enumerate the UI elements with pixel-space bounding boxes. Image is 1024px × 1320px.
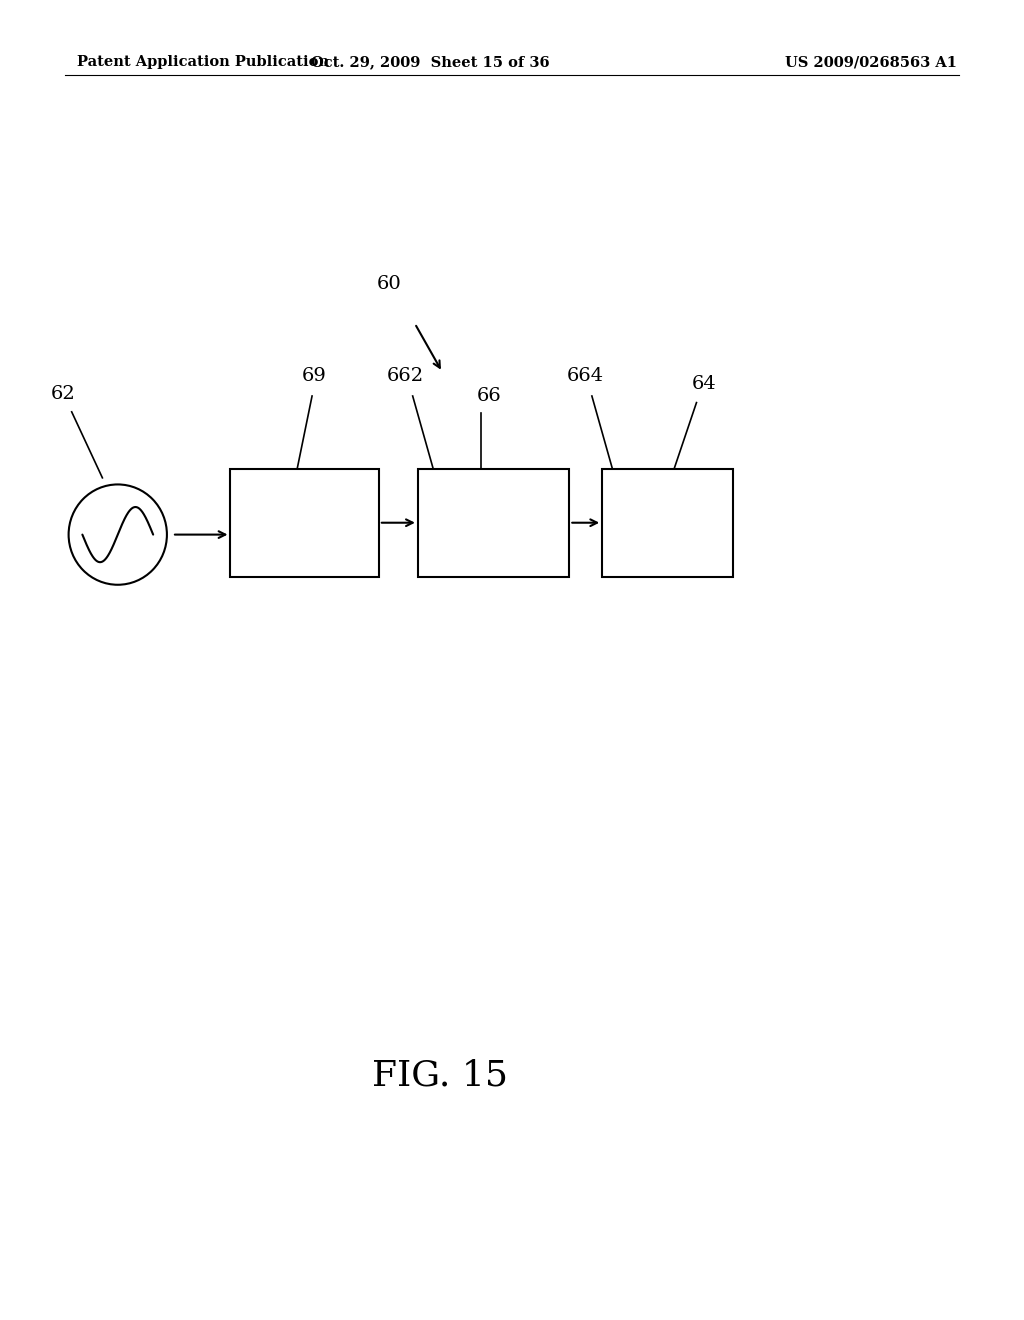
Text: 664: 664 xyxy=(566,367,603,385)
Text: 66: 66 xyxy=(476,387,501,405)
Bar xyxy=(602,469,733,577)
Text: US 2009/0268563 A1: US 2009/0268563 A1 xyxy=(785,55,957,70)
Text: Patent Application Publication: Patent Application Publication xyxy=(77,55,329,70)
Text: Oct. 29, 2009  Sheet 15 of 36: Oct. 29, 2009 Sheet 15 of 36 xyxy=(310,55,550,70)
Bar xyxy=(418,469,569,577)
Text: FIG. 15: FIG. 15 xyxy=(373,1059,508,1093)
Text: 69: 69 xyxy=(302,367,327,385)
Text: 662: 662 xyxy=(387,367,424,385)
Text: 64: 64 xyxy=(691,375,716,393)
Bar xyxy=(230,469,379,577)
Text: 60: 60 xyxy=(377,275,401,293)
Text: 62: 62 xyxy=(51,384,76,403)
